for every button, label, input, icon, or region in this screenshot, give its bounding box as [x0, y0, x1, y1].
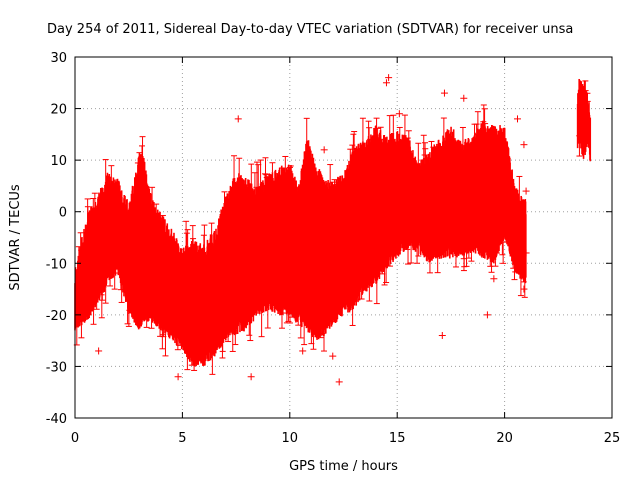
- x-tick-label: 10: [282, 431, 299, 446]
- y-tick-label: -20: [46, 309, 67, 324]
- outlier-point: [475, 130, 483, 138]
- data-series: [73, 74, 592, 386]
- outlier-point: [230, 326, 238, 334]
- plot-frame: [74, 56, 613, 419]
- x-axis-label: GPS time / hours: [289, 459, 398, 474]
- outlier-point: [522, 249, 530, 257]
- outlier-point: [513, 115, 521, 123]
- y-tick-label: 10: [50, 154, 67, 169]
- y-tick-label: -10: [46, 257, 67, 272]
- x-tick-label: 0: [71, 431, 79, 446]
- outlier-point: [522, 187, 530, 195]
- series-main-band: [73, 104, 528, 375]
- x-tick-label: 25: [604, 431, 621, 446]
- outlier-point: [483, 311, 491, 319]
- y-tick-label: 30: [50, 51, 67, 66]
- outlier-point: [520, 141, 528, 149]
- outlier-point: [382, 79, 390, 87]
- outlier-point: [438, 331, 446, 339]
- y-tick-label: 20: [50, 103, 67, 118]
- x-tick-label: 20: [496, 431, 513, 446]
- outlier-point: [247, 373, 255, 381]
- y-tick-label: 0: [59, 206, 67, 221]
- y-axis-label: SDTVAR / TECUs: [8, 184, 23, 291]
- outlier-point: [335, 378, 343, 386]
- x-tick-label: 15: [389, 431, 406, 446]
- outlier-point: [440, 89, 448, 97]
- y-tick-label: -30: [46, 360, 67, 375]
- outlier-point: [421, 151, 429, 159]
- y-tick-label: -40: [46, 412, 67, 427]
- series-late-cluster: [576, 78, 592, 162]
- outlier-point: [299, 347, 307, 355]
- outlier-point: [320, 146, 328, 154]
- chart-title: Day 254 of 2011, Sidereal Day-to-day VTE…: [47, 22, 573, 37]
- outlier-point: [234, 115, 242, 123]
- outlier-point: [95, 347, 103, 355]
- ticks: 0 5 10 15 20 25 -40 -30 -20 -10 0 10 20 30: [46, 51, 621, 446]
- outlier-point: [395, 110, 403, 118]
- outlier-point: [174, 373, 182, 381]
- x-tick-label: 5: [178, 431, 186, 446]
- outlier-point: [490, 275, 498, 283]
- outlier-point: [520, 285, 528, 293]
- outlier-point: [385, 74, 393, 82]
- outlier-point: [329, 352, 337, 360]
- outlier-point: [460, 94, 468, 102]
